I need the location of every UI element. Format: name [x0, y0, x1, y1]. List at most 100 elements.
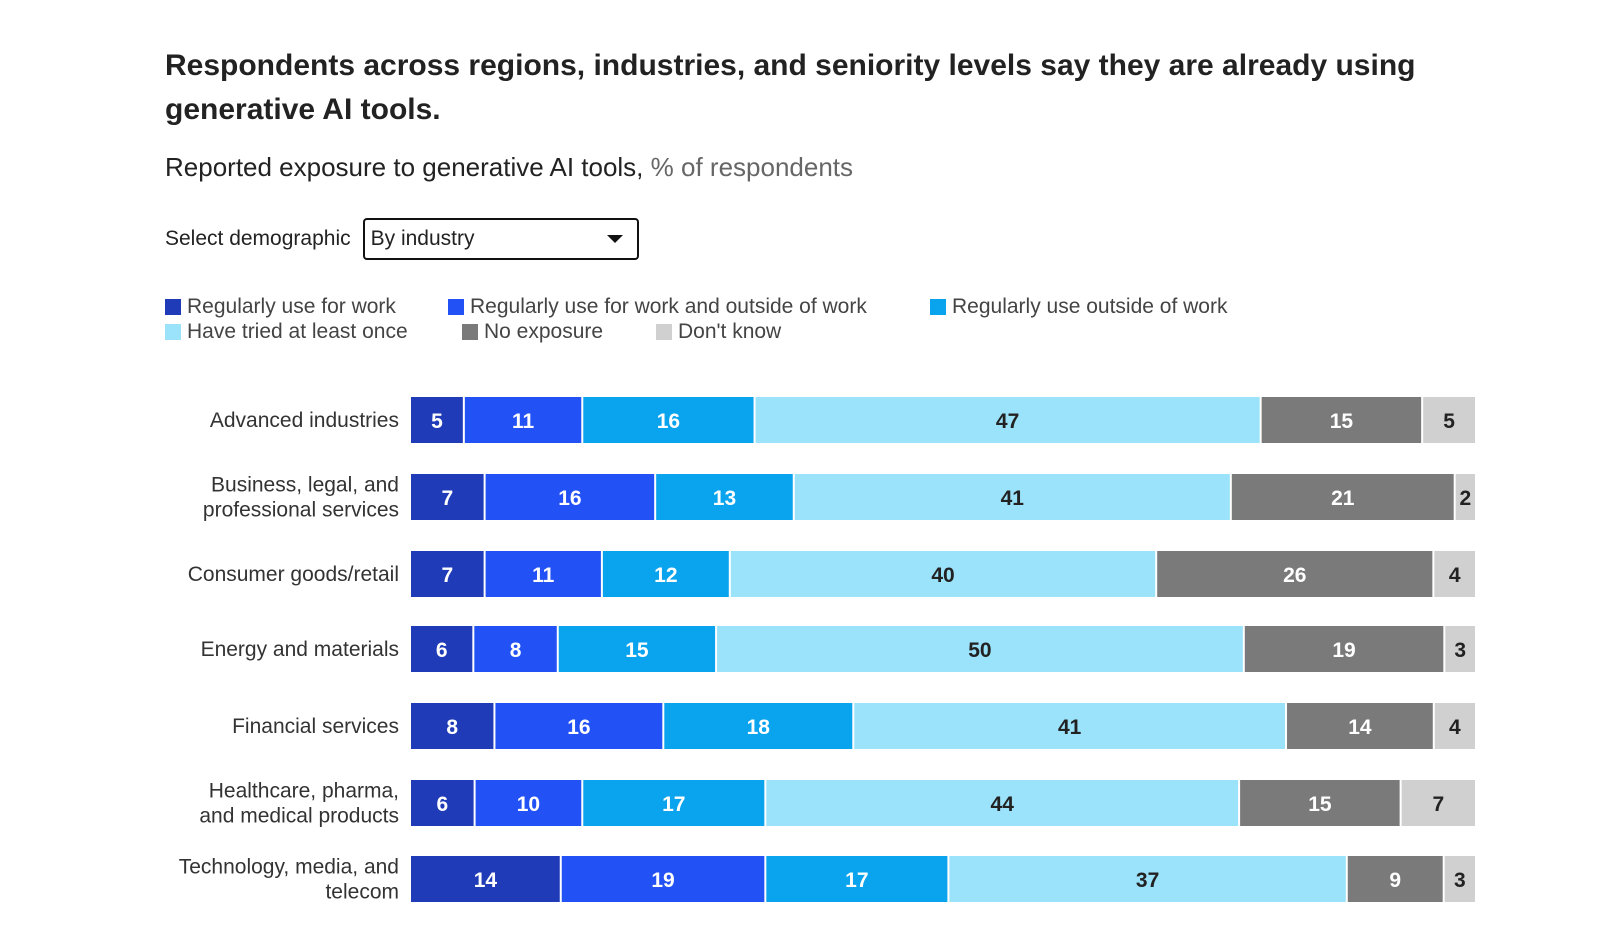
data-label: 26 — [1283, 564, 1306, 587]
bar-segment — [411, 856, 560, 902]
subtitle-unit: % of respondents — [650, 152, 854, 182]
data-label: 19 — [1332, 639, 1355, 662]
legend-label: Regularly use for work and outside of wo… — [470, 295, 867, 318]
bar-segment — [411, 703, 494, 749]
category-label: Financial services — [232, 715, 399, 738]
subtitle-text: Reported exposure to generative AI tools… — [165, 152, 644, 182]
legend-item-tried-once: Have tried at least once — [165, 320, 408, 344]
legend-item-outside-work: Regularly use outside of work — [930, 295, 1227, 319]
bar-segment — [464, 397, 582, 443]
data-label: 8 — [510, 639, 522, 662]
bar-segment — [1240, 780, 1400, 826]
selector-label: Select demographic — [165, 227, 351, 250]
demographic-dropdown[interactable]: By industry — [362, 218, 639, 260]
data-label: 7 — [441, 487, 453, 510]
legend-label: Have tried at least once — [187, 320, 408, 343]
data-label: 17 — [845, 869, 868, 892]
data-label: 13 — [713, 487, 736, 510]
data-label: 6 — [436, 793, 448, 816]
bar-segment — [1347, 856, 1443, 902]
data-label: 47 — [996, 410, 1019, 433]
bar-segment — [1157, 551, 1433, 597]
data-label: 7 — [1432, 793, 1444, 816]
bar-segment — [949, 856, 1346, 902]
bar-segment — [1287, 703, 1433, 749]
bar-segment — [1244, 626, 1444, 672]
bar-segment — [495, 703, 663, 749]
bar-segment — [664, 703, 853, 749]
chart-subtitle: Reported exposure to generative AI tools… — [165, 152, 853, 183]
dropdown-value: By industry — [370, 227, 475, 250]
bar-segment — [411, 551, 484, 597]
bar-segment — [1445, 626, 1475, 672]
data-label: 5 — [431, 410, 443, 433]
data-label: 37 — [1136, 869, 1159, 892]
data-label: 16 — [567, 716, 590, 739]
data-label: 15 — [625, 639, 649, 662]
category-label: Technology, media, and telecom — [179, 856, 399, 904]
bar-segment — [411, 474, 484, 520]
data-label: 11 — [532, 564, 555, 587]
legend-swatch — [448, 299, 464, 315]
chart-title: Respondents across regions, industries, … — [165, 49, 1416, 126]
data-label: 4 — [1449, 564, 1461, 587]
bar-segment — [475, 780, 582, 826]
bar-segment — [1434, 703, 1475, 749]
legend-label: No exposure — [484, 320, 604, 343]
data-label: 2 — [1459, 487, 1471, 510]
category-label: Business, legal, and professional service… — [203, 474, 399, 522]
bar-segment — [1231, 474, 1454, 520]
data-label: 6 — [436, 639, 448, 662]
bar-segment — [717, 626, 1243, 672]
bar-segment — [1261, 397, 1422, 443]
legend-item-dont-know: Don't know — [656, 320, 781, 344]
data-label: 40 — [931, 564, 954, 587]
bar-segment — [485, 474, 655, 520]
data-label: 12 — [654, 564, 677, 587]
bar-segment — [411, 626, 473, 672]
legend-label: Regularly use for work — [187, 295, 396, 318]
data-label: 15 — [1330, 410, 1354, 433]
legend-item-no-exposure: No exposure — [462, 320, 603, 344]
legend-label: Regularly use outside of work — [952, 295, 1228, 318]
bar-segment — [755, 397, 1260, 443]
data-label: 21 — [1331, 487, 1355, 510]
bar-segment — [1434, 551, 1475, 597]
data-label: 16 — [558, 487, 581, 510]
bar-segment — [730, 551, 1156, 597]
bar-segment — [854, 703, 1286, 749]
legend-swatch — [656, 324, 672, 340]
data-label: 19 — [651, 869, 674, 892]
data-label: 9 — [1389, 869, 1401, 892]
bar-segment — [558, 626, 716, 672]
data-label: 8 — [446, 716, 458, 739]
data-label: 41 — [1001, 487, 1025, 510]
bar-segment — [561, 856, 765, 902]
bar-segment — [1423, 397, 1475, 443]
legend-item-work-and-outside: Regularly use for work and outside of wo… — [448, 295, 867, 319]
data-label: 50 — [968, 639, 991, 662]
bar-segment — [1444, 856, 1475, 902]
legend-item-work: Regularly use for work — [165, 295, 396, 319]
legend-swatch — [165, 299, 181, 315]
chevron-down-icon — [606, 235, 623, 243]
legend-label: Don't know — [678, 320, 782, 343]
demographic-selector: Select demographic By industry — [165, 217, 639, 261]
category-label: Healthcare, pharma, and medical products — [199, 780, 399, 828]
category-label: Consumer goods/retail — [188, 563, 399, 586]
data-label: 16 — [657, 410, 680, 433]
data-label: 11 — [512, 410, 535, 433]
data-label: 4 — [1449, 716, 1461, 739]
legend-swatch — [165, 324, 181, 340]
bar-segment — [766, 780, 1239, 826]
bar-segment — [656, 474, 793, 520]
bar-segment — [485, 551, 601, 597]
bar-segment — [602, 551, 729, 597]
data-label: 7 — [441, 564, 453, 587]
category-label: Advanced industries — [210, 409, 399, 432]
data-label: 14 — [474, 869, 498, 892]
data-label: 41 — [1058, 716, 1082, 739]
data-label: 44 — [991, 793, 1015, 816]
bar-segment — [411, 780, 474, 826]
